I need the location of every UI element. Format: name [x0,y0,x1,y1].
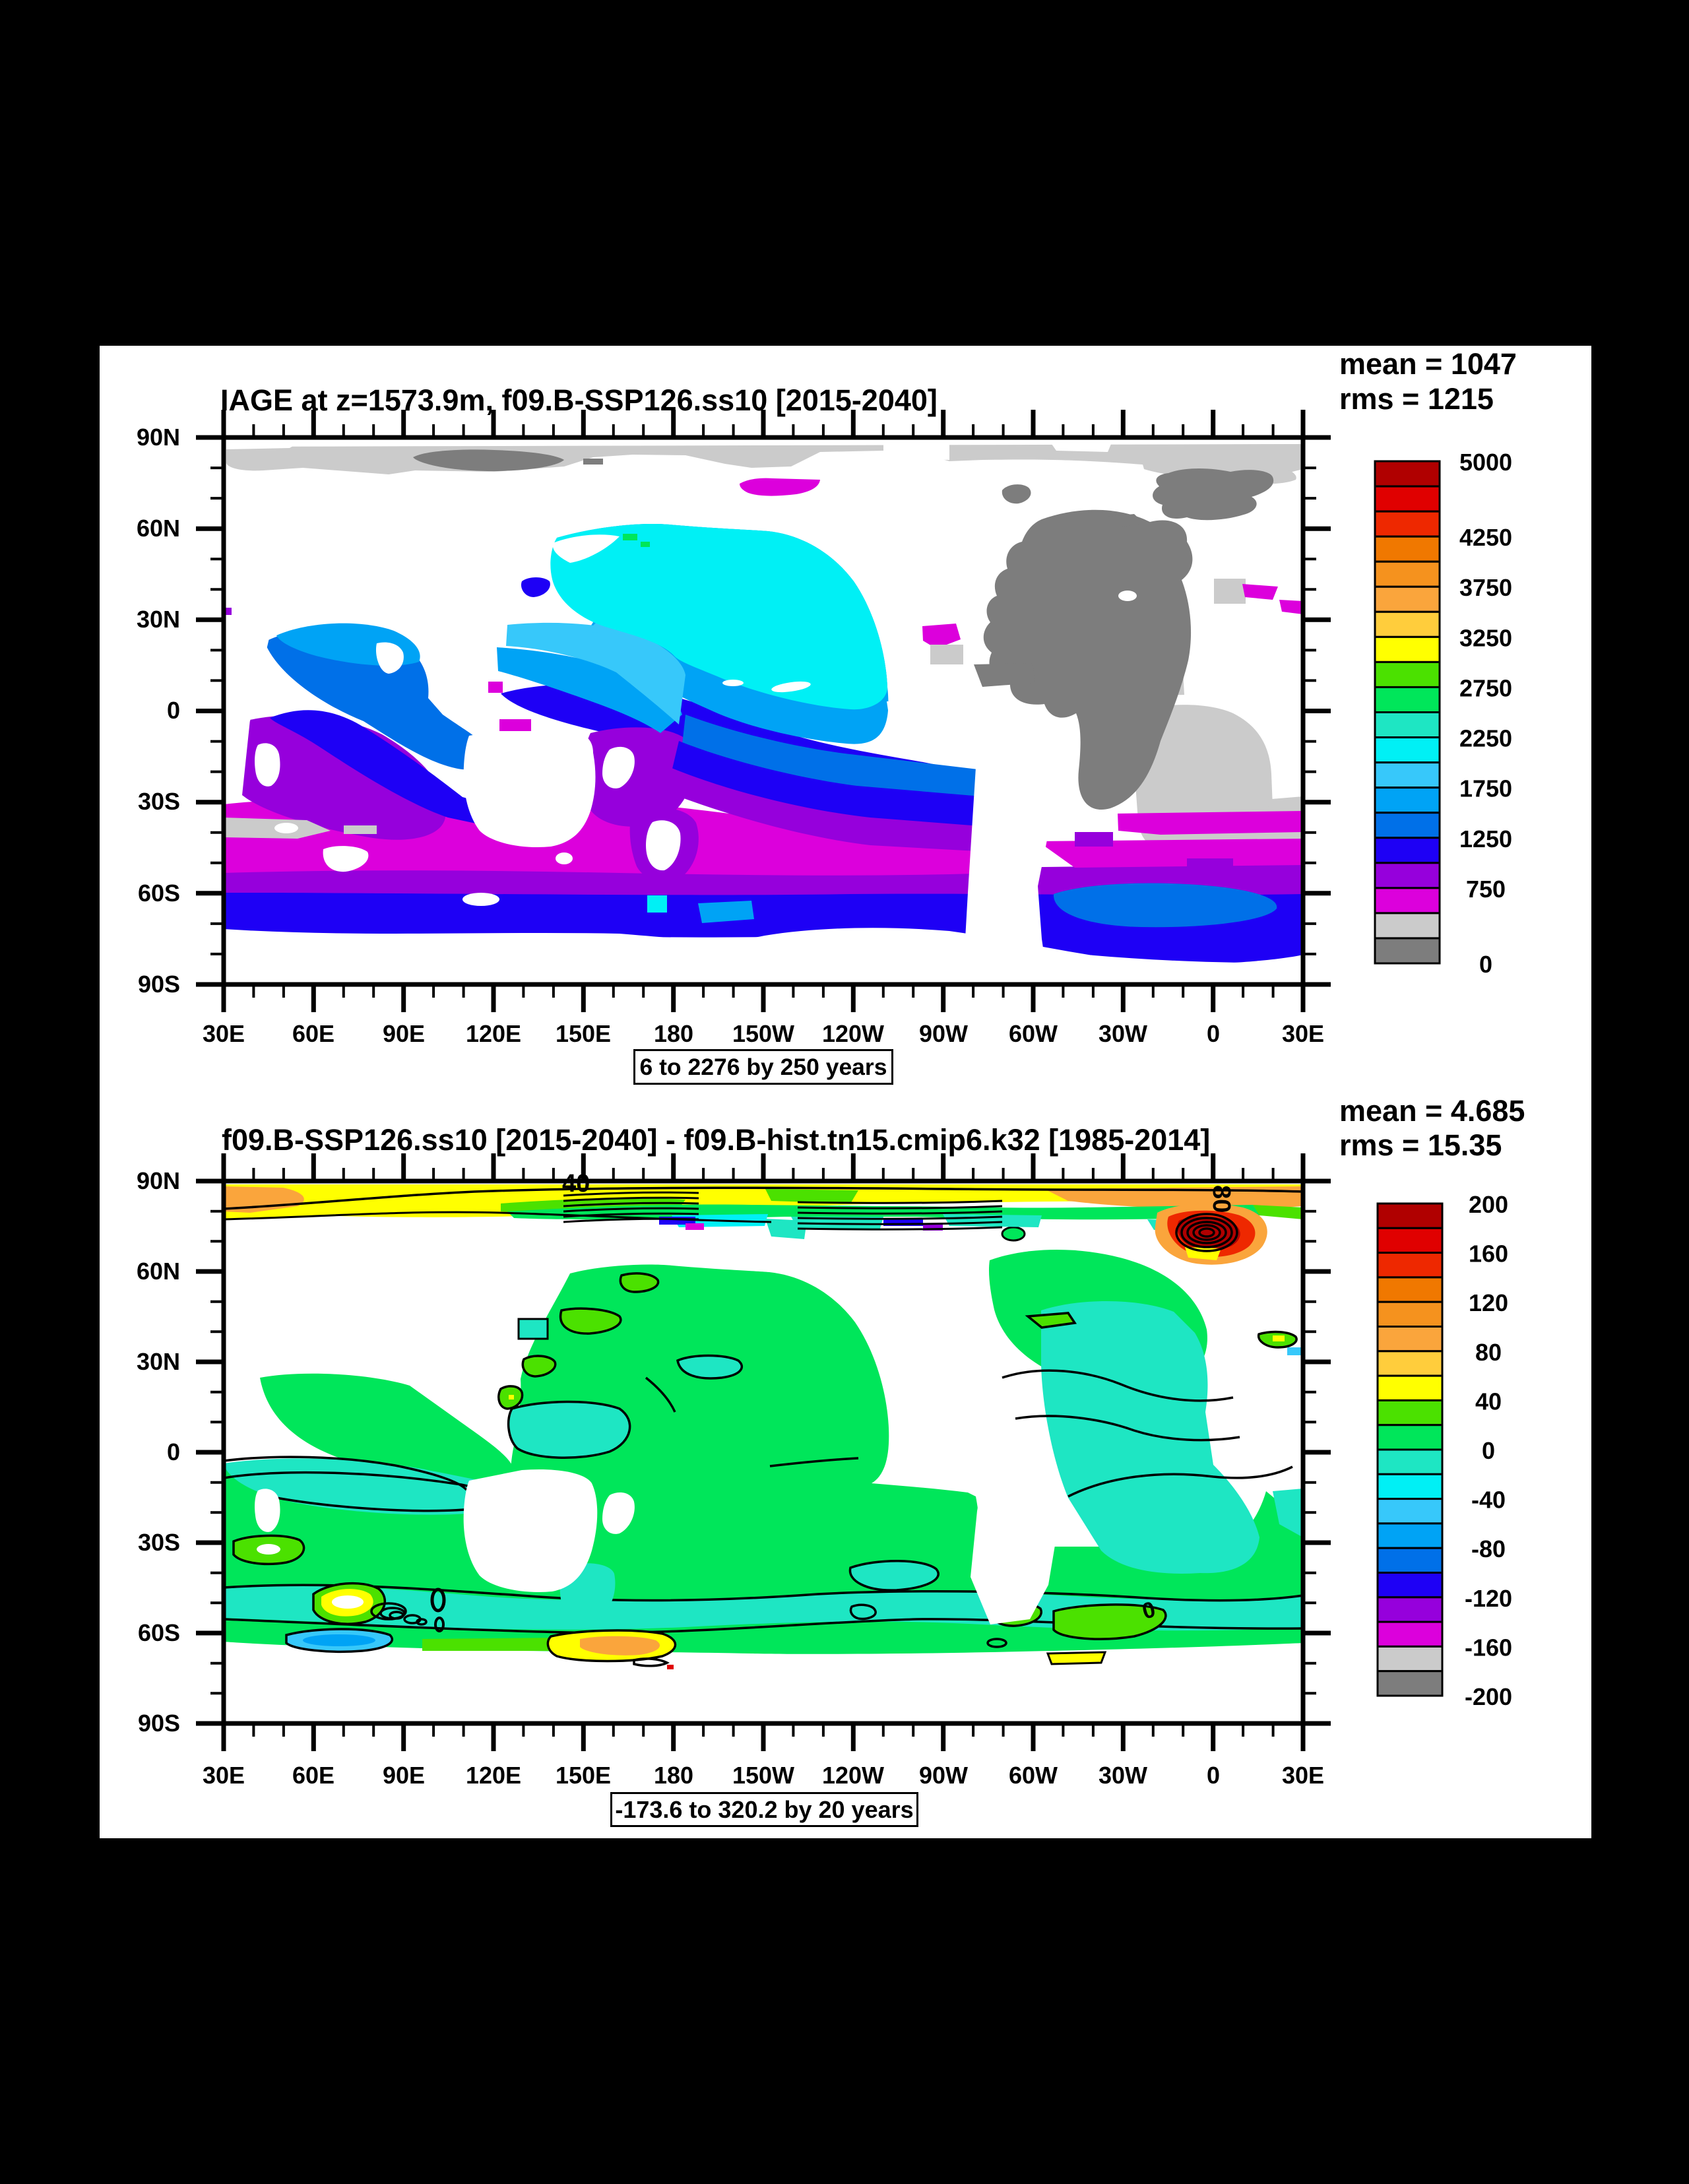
svg-text:0: 0 [1482,1437,1495,1464]
svg-text:40: 40 [562,1170,590,1198]
svg-text:80: 80 [1207,1185,1235,1213]
svg-text:2250: 2250 [1459,725,1512,752]
svg-text:2750: 2750 [1459,674,1512,701]
svg-text:-40: -40 [1471,1487,1506,1514]
svg-text:3750: 3750 [1459,574,1512,601]
svg-text:-160: -160 [1465,1634,1512,1661]
svg-text:-200: -200 [1465,1683,1512,1710]
svg-text:120: 120 [1469,1289,1508,1316]
svg-text:80: 80 [1475,1339,1502,1366]
svg-text:4250: 4250 [1459,524,1512,551]
svg-text:1750: 1750 [1459,775,1512,802]
svg-text:1250: 1250 [1459,825,1512,852]
svg-text:200: 200 [1469,1191,1508,1218]
svg-text:40: 40 [1475,1388,1502,1415]
svg-text:-80: -80 [1471,1535,1506,1562]
svg-text:3250: 3250 [1459,624,1512,651]
svg-text:750: 750 [1466,876,1506,903]
svg-text:0: 0 [1479,951,1492,978]
svg-text:-120: -120 [1465,1585,1512,1612]
svg-text:5000: 5000 [1459,449,1512,476]
svg-text:160: 160 [1469,1240,1508,1268]
